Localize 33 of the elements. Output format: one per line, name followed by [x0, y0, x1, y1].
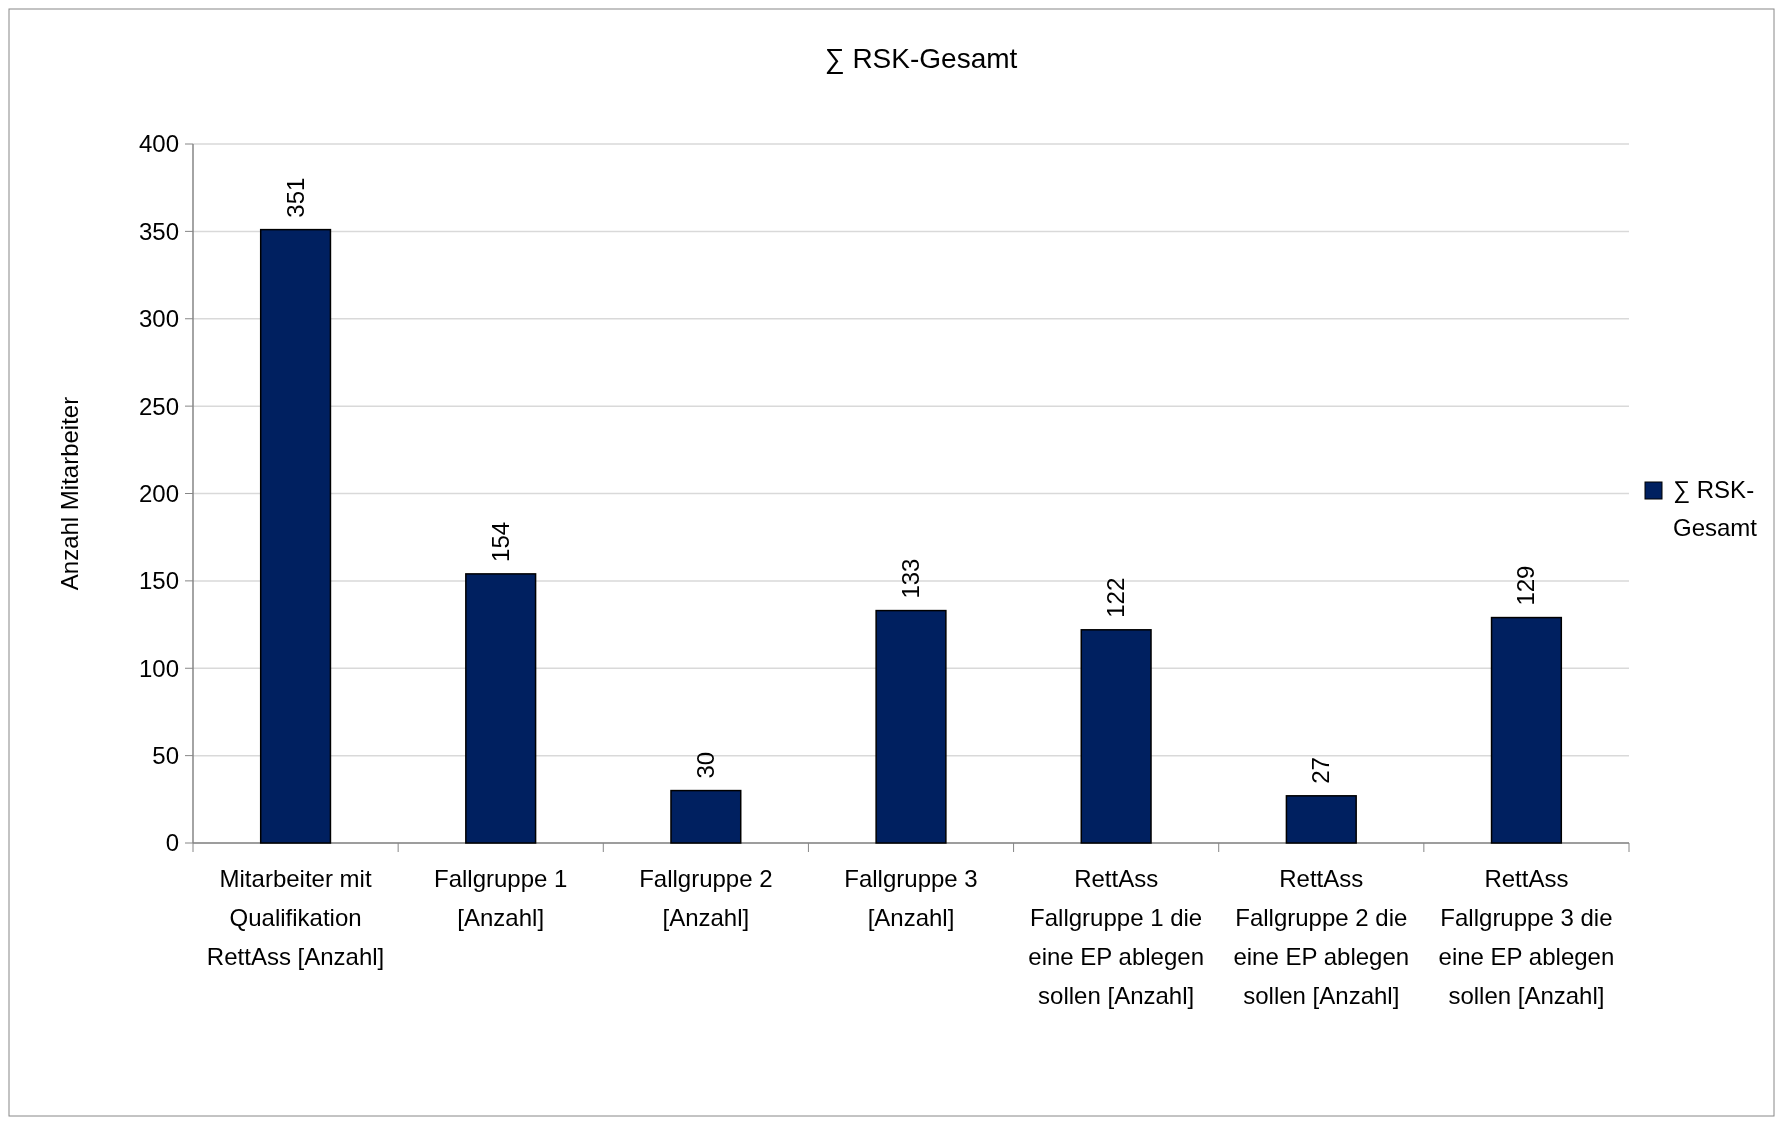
bar: [670, 789, 742, 844]
y-tick-label: 0: [165, 829, 179, 857]
y-tick-label: 400: [138, 130, 179, 158]
y-tick-label: 150: [138, 567, 179, 595]
x-tick-label: Fallgruppe 1 [Anzahl]: [434, 865, 568, 931]
data-label: 122: [1102, 577, 1130, 618]
y-tick-label: 300: [138, 305, 179, 333]
x-tick-label: RettAss Fallgruppe 1 die eine EP ablegen sollen [Anzahl]: [1028, 865, 1204, 1009]
bar: [1285, 795, 1357, 844]
y-tick-label: 350: [138, 217, 179, 245]
data-label: 154: [486, 521, 514, 562]
y-tick-label: 200: [138, 479, 179, 507]
bar: [875, 609, 947, 844]
data-label: 133: [897, 558, 924, 599]
x-tick-label: Fallgruppe 2 [Anzahl]: [639, 865, 773, 931]
data-label: 129: [1512, 565, 1540, 606]
x-tick-label: Fallgruppe 3 [Anzahl]: [844, 865, 978, 931]
bar: [1490, 616, 1563, 844]
bar: [1080, 629, 1152, 844]
chart-title: ∑ RSK-Gesamt: [824, 43, 1018, 74]
data-label: 351: [281, 177, 309, 218]
y-axis-title: Anzahl Mitarbeiter: [56, 396, 83, 591]
y-tick-label: 250: [138, 392, 179, 420]
y-tick-label: 50: [152, 742, 179, 770]
bar: [259, 228, 332, 844]
legend-label: ∑ RSK-Gesamt: [1673, 476, 1758, 541]
x-tick-label: RettAss Fallgruppe 3 die eine EP ablegen sollen [Anzahl]: [1438, 865, 1615, 1009]
data-label: 27: [1307, 757, 1335, 784]
data-label: 30: [691, 751, 719, 779]
y-tick-label: 100: [138, 654, 179, 682]
x-tick-label: RettAss Fallgruppe 2 die eine EP ablegen sollen [Anzahl]: [1233, 865, 1410, 1009]
x-tick-label: Mitarbeiter mit Qualifikation RettAss [Anzahl]: [206, 865, 385, 970]
bar: [465, 573, 537, 844]
